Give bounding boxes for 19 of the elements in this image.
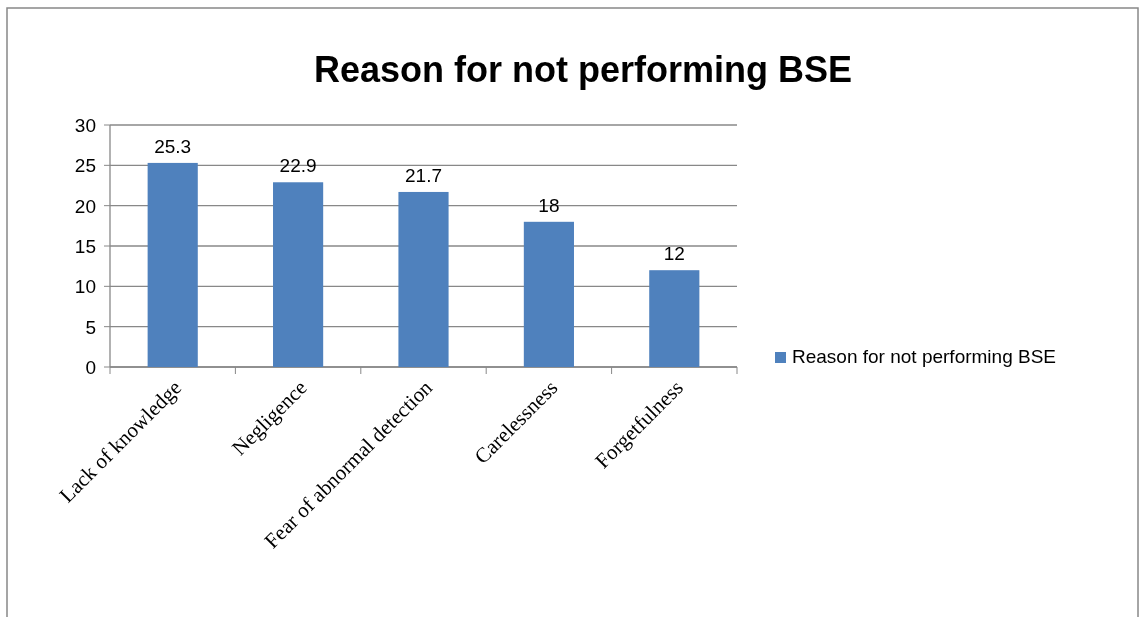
y-tick-label: 30 (74, 115, 96, 136)
bar (147, 162, 198, 367)
bar (649, 270, 700, 367)
bar (273, 182, 324, 367)
data-label: 22.9 (279, 155, 317, 177)
y-tick-label: 10 (74, 276, 96, 298)
y-tick-label: 15 (74, 236, 96, 257)
data-label: 12 (663, 243, 685, 265)
data-label: 21.7 (405, 164, 442, 186)
bar (523, 221, 574, 367)
data-label: 25.3 (154, 135, 192, 157)
legend-label: Reason for not performing BSE (792, 346, 1057, 367)
y-tick-label: 0 (85, 357, 96, 378)
chart-title: Reason for not performing BSE (313, 49, 853, 90)
data-label: 18 (538, 194, 560, 216)
y-tick-label: 25 (74, 155, 96, 177)
y-tick-label: 5 (85, 316, 96, 338)
bar (398, 191, 449, 367)
y-tick-label: 20 (74, 195, 96, 217)
